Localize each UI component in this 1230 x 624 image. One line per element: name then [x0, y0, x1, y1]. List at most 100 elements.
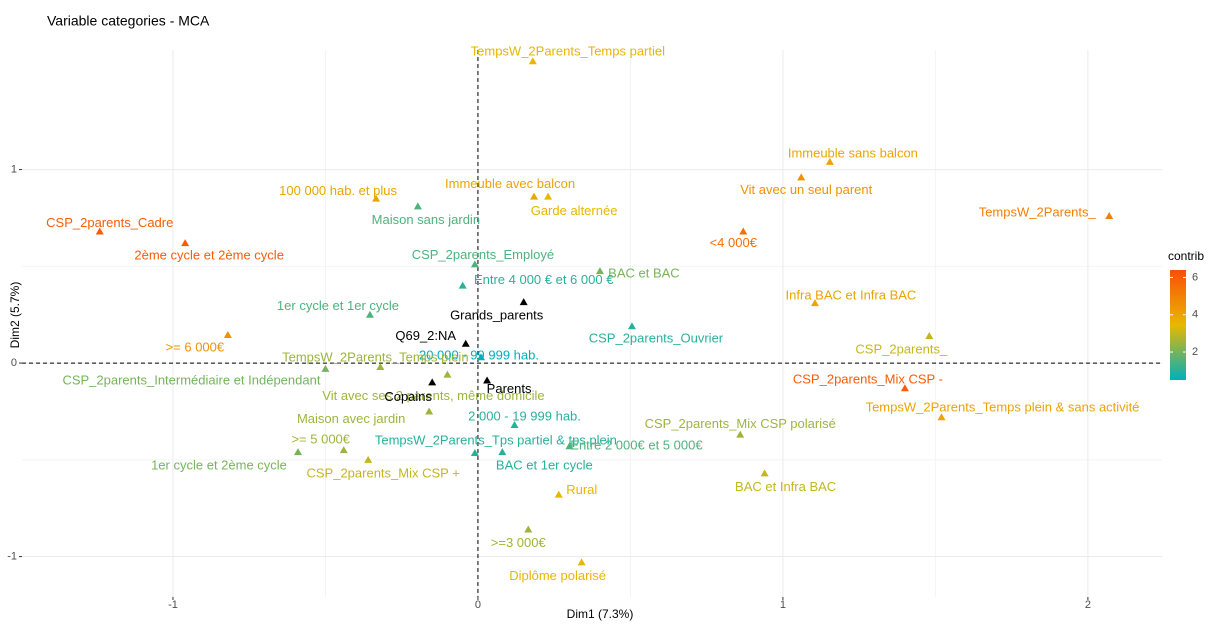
category-point	[554, 490, 563, 498]
category-label: CSP_2parents_Mix CSP +	[306, 465, 459, 480]
category-label: TempsW_2Parents_	[979, 204, 1097, 219]
category-label: 2ème cycle et 2ème cycle	[134, 248, 284, 263]
x-tick-label: -1	[168, 599, 178, 611]
legend-colorbar	[1170, 270, 1186, 380]
chart-title: Variable categories - MCA	[47, 13, 210, 29]
category-point	[810, 299, 819, 307]
supplementary-point	[428, 378, 437, 386]
category-point	[443, 370, 452, 378]
category-label: CSP_2parents_Employé	[412, 247, 554, 262]
category-point	[577, 558, 586, 566]
category-point	[339, 446, 348, 454]
category-point	[900, 384, 909, 392]
category-label: 1er cycle et 2ème cycle	[151, 458, 287, 473]
legend-tick-label: 2	[1192, 346, 1198, 358]
category-point	[425, 407, 434, 415]
category-label: TempsW_2Parents_Temps plein & sans activ…	[866, 400, 1140, 415]
supplementary-label: Q69_2:NA	[395, 328, 456, 343]
legend-title: contrib	[1168, 249, 1204, 263]
category-label: Maison sans jardin	[372, 212, 480, 227]
category-point	[181, 239, 190, 247]
category-point	[365, 310, 374, 318]
category-label: BAC et Infra BAC	[735, 479, 836, 494]
category-point	[1105, 212, 1114, 220]
category-label: BAC et 1er cycle	[496, 458, 593, 473]
category-label: Diplôme polarisé	[509, 568, 606, 583]
category-point	[470, 260, 479, 268]
category-label: Vit avec ses 2 parents, même domicile	[322, 388, 544, 403]
supplementary-label: Copains	[384, 389, 432, 404]
category-label: Immeuble sans balcon	[788, 145, 918, 160]
x-tick-label: 2	[1085, 599, 1091, 611]
category-point	[476, 353, 485, 361]
category-point	[937, 413, 946, 421]
category-label: CSP_2parents_Cadre	[46, 215, 173, 230]
category-label: Rural	[566, 482, 597, 497]
category-point	[458, 281, 467, 289]
category-point	[595, 267, 604, 275]
category-label: Infra BAC et Infra BAC	[786, 288, 917, 303]
category-label: Vit avec un seul parent	[740, 182, 872, 197]
category-label: TempsW_2Parents_Tps partiel & tps plein	[375, 432, 617, 447]
category-point	[413, 202, 422, 210]
category-point	[510, 420, 519, 428]
category-label: 100 000 hab. et plus	[279, 183, 397, 198]
category-point	[797, 173, 806, 181]
supplementary-label: Grands_parents	[450, 308, 544, 323]
category-point	[565, 442, 574, 450]
legend-tick-label: 6	[1192, 271, 1198, 283]
category-label: >= 6 000€	[166, 339, 225, 354]
category-label: TempsW_2Parents_Temps partiel	[471, 44, 665, 59]
category-label: >= 5 000€	[291, 432, 350, 447]
category-label: CSP_2parents_Intermédiaire et Indépendan…	[62, 372, 320, 387]
category-label: >=3 000€	[491, 535, 547, 550]
supplementary-label: Parents	[487, 381, 532, 396]
category-point	[223, 331, 232, 339]
category-label: Entre 4 000 € et 6 000 €	[474, 272, 614, 287]
category-point	[528, 57, 537, 65]
category-point	[544, 192, 553, 200]
category-label: BAC et BAC	[608, 266, 680, 281]
y-tick-label: -1	[7, 550, 17, 562]
category-label: CSP_2parents_	[855, 341, 948, 356]
category-point	[736, 430, 745, 438]
category-label: Maison avec jardin	[297, 411, 405, 426]
x-tick-label: 1	[780, 599, 786, 611]
supplementary-point	[461, 339, 470, 347]
x-tick-label: 0	[475, 599, 481, 611]
category-label: TempsW_2Parents_Temps plein	[282, 349, 468, 364]
x-axis-label: Dim1 (7.3%)	[567, 607, 634, 621]
category-label: 1er cycle et 1er cycle	[277, 298, 399, 313]
category-point	[498, 448, 507, 456]
category-point	[925, 331, 934, 339]
category-label: <4 000€	[710, 235, 758, 250]
category-point	[95, 227, 104, 235]
y-tick-label: 1	[11, 163, 17, 175]
category-point	[321, 364, 330, 372]
category-point	[760, 469, 769, 477]
category-point	[739, 227, 748, 235]
y-tick-label: 0	[11, 357, 17, 369]
category-point	[364, 455, 373, 463]
category-label: CSP_2parents_Mix CSP -	[793, 372, 943, 387]
category-point	[372, 194, 381, 202]
category-label: 20 000 - 99 999 hab.	[419, 348, 539, 363]
y-axis-label: Dim2 (5.7%)	[8, 282, 22, 349]
legend-tick-label: 4	[1192, 309, 1198, 321]
category-label: CSP_2parents_Ouvrier	[589, 331, 724, 346]
supplementary-point	[483, 376, 492, 384]
category-point	[530, 192, 539, 200]
category-point	[825, 157, 834, 165]
category-label: CSP_2parents_Mix CSP polarisé	[645, 416, 836, 431]
category-point	[376, 362, 385, 370]
category-point	[294, 448, 303, 456]
category-point	[470, 449, 479, 457]
category-point	[627, 322, 636, 330]
category-point	[524, 525, 533, 533]
category-label: Garde alternée	[531, 203, 618, 218]
category-label: Entre 2 000€ et 5 000€	[570, 438, 703, 453]
category-label: Immeuble avec balcon	[445, 176, 575, 191]
supplementary-point	[519, 298, 528, 306]
category-label: 2 000 - 19 999 hab.	[468, 408, 581, 423]
